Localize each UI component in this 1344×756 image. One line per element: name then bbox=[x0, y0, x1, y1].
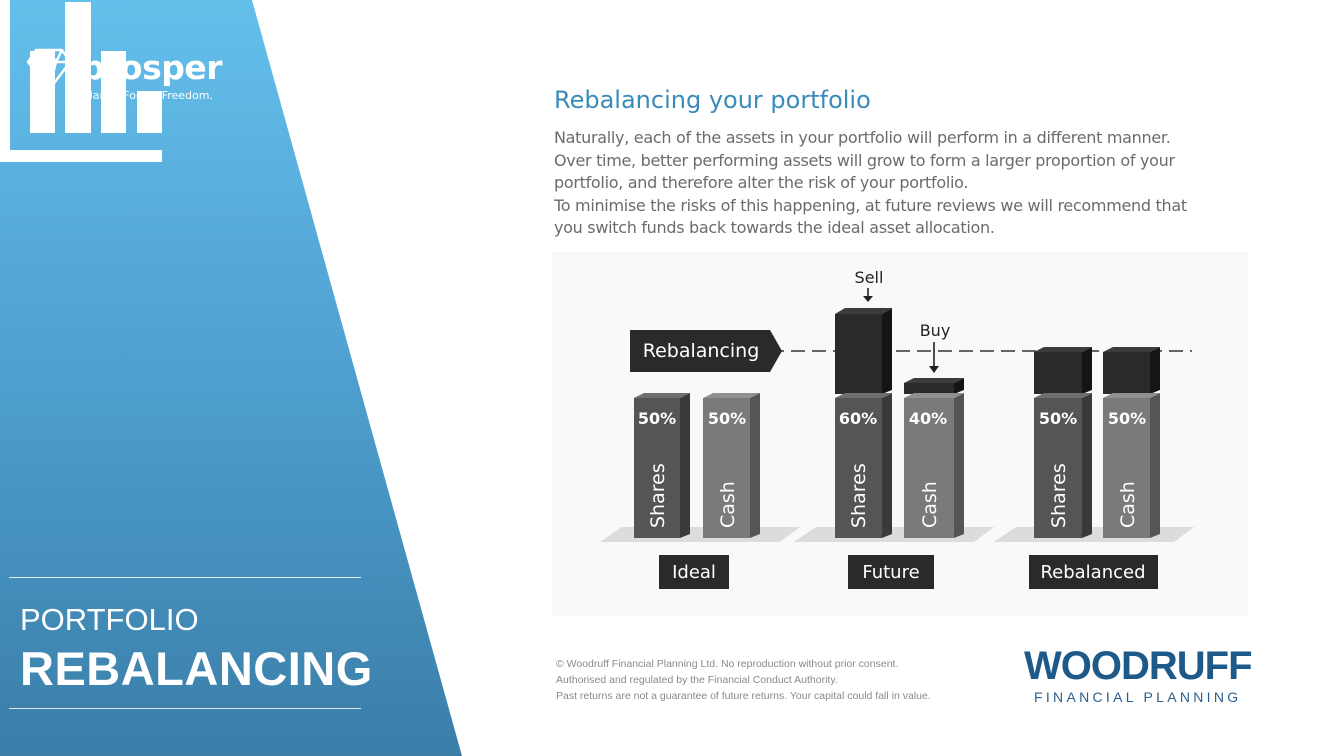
sell-label: Sell bbox=[855, 268, 884, 287]
bar-name: Shares bbox=[1048, 463, 1070, 528]
bar-cash bbox=[904, 398, 954, 538]
group-ideal: 50% Shares 50% Cash bbox=[634, 393, 760, 538]
group-label-box bbox=[659, 555, 729, 589]
bar-pct: 60% bbox=[839, 409, 877, 428]
paragraph-line: portfolio, and therefore alter the risk … bbox=[554, 173, 969, 192]
intro-paragraph: Naturally, each of the assets in your po… bbox=[554, 127, 1254, 240]
floor-plate bbox=[600, 527, 800, 542]
bar-cash bbox=[703, 398, 750, 538]
bar-pct: 50% bbox=[708, 409, 746, 428]
diagram-canvas: Rebalancing 50% Shares 50% Cash bbox=[600, 268, 1194, 589]
buy-label: Buy bbox=[920, 321, 951, 340]
section-title-line1: PORTFOLIO bbox=[20, 602, 199, 637]
woodruff-logo[interactable]: WOODRUFF FINANCIAL PLANNING bbox=[1024, 644, 1294, 714]
bar-name: Cash bbox=[919, 481, 941, 528]
divider-bottom bbox=[9, 708, 361, 709]
disclaimer-line: Authorised and regulated by the Financia… bbox=[556, 674, 838, 686]
floor-plate bbox=[994, 527, 1194, 542]
group-label-box bbox=[848, 555, 934, 589]
paragraph-line: Over time, better performing assets will… bbox=[554, 150, 1175, 170]
company-name: WOODRUFF bbox=[1024, 644, 1253, 688]
paragraph-line: To minimise the risks of this happening,… bbox=[554, 195, 1187, 215]
rebalancing-diagram: Rebalancing 50% Shares 50% Cash bbox=[552, 252, 1248, 616]
company-subtitle: FINANCIAL PLANNING bbox=[1034, 689, 1242, 705]
divider-top bbox=[9, 577, 361, 578]
bar-pct: 50% bbox=[638, 409, 676, 428]
sell-block bbox=[835, 314, 882, 394]
page-heading: Rebalancing your portfolio bbox=[554, 86, 871, 114]
bar-shares bbox=[835, 398, 882, 538]
panel-background bbox=[0, 0, 462, 756]
group-label-ideal: Ideal bbox=[672, 562, 716, 583]
bar-chart-icon bbox=[0, 0, 162, 162]
disclaimer-line: Past returns are not a guarantee of futu… bbox=[556, 690, 931, 702]
group-rebalanced: 50% Shares 50% Cash bbox=[1034, 347, 1160, 538]
bar-name: Cash bbox=[1117, 481, 1139, 528]
rebalancing-label-shape bbox=[630, 330, 782, 372]
bar-shares bbox=[1034, 398, 1082, 538]
bar-pct: 50% bbox=[1039, 409, 1077, 428]
paragraph-line: Naturally, each of the assets in your po… bbox=[554, 128, 1171, 147]
rebalancing-label: Rebalancing bbox=[643, 340, 760, 362]
bar-shares bbox=[634, 398, 680, 538]
buy-block bbox=[904, 383, 954, 394]
bar-name: Shares bbox=[848, 463, 870, 528]
group-label-rebalanced: Rebalanced bbox=[1040, 562, 1145, 583]
bar-name: Cash bbox=[717, 481, 739, 528]
bar-pct: 40% bbox=[909, 409, 947, 428]
disclaimer: © Woodruff Financial Planning Ltd. No re… bbox=[556, 656, 931, 704]
group-label-future: Future bbox=[862, 562, 919, 583]
bar-name: Shares bbox=[647, 463, 669, 528]
group-label-box bbox=[1029, 555, 1158, 589]
bar-cash bbox=[1103, 398, 1150, 538]
section-title-line2: REBALANCING bbox=[20, 642, 373, 695]
left-panel: prosper Clarity. Focus. Freedom. PORTFOL… bbox=[0, 0, 470, 756]
bar-pct: 50% bbox=[1108, 409, 1146, 428]
paragraph-line: you switch funds back towards the ideal … bbox=[554, 218, 995, 237]
disclaimer-line: © Woodruff Financial Planning Ltd. No re… bbox=[556, 658, 899, 670]
group-future: 60% Shares 40% Cash Sell Buy bbox=[835, 268, 964, 538]
